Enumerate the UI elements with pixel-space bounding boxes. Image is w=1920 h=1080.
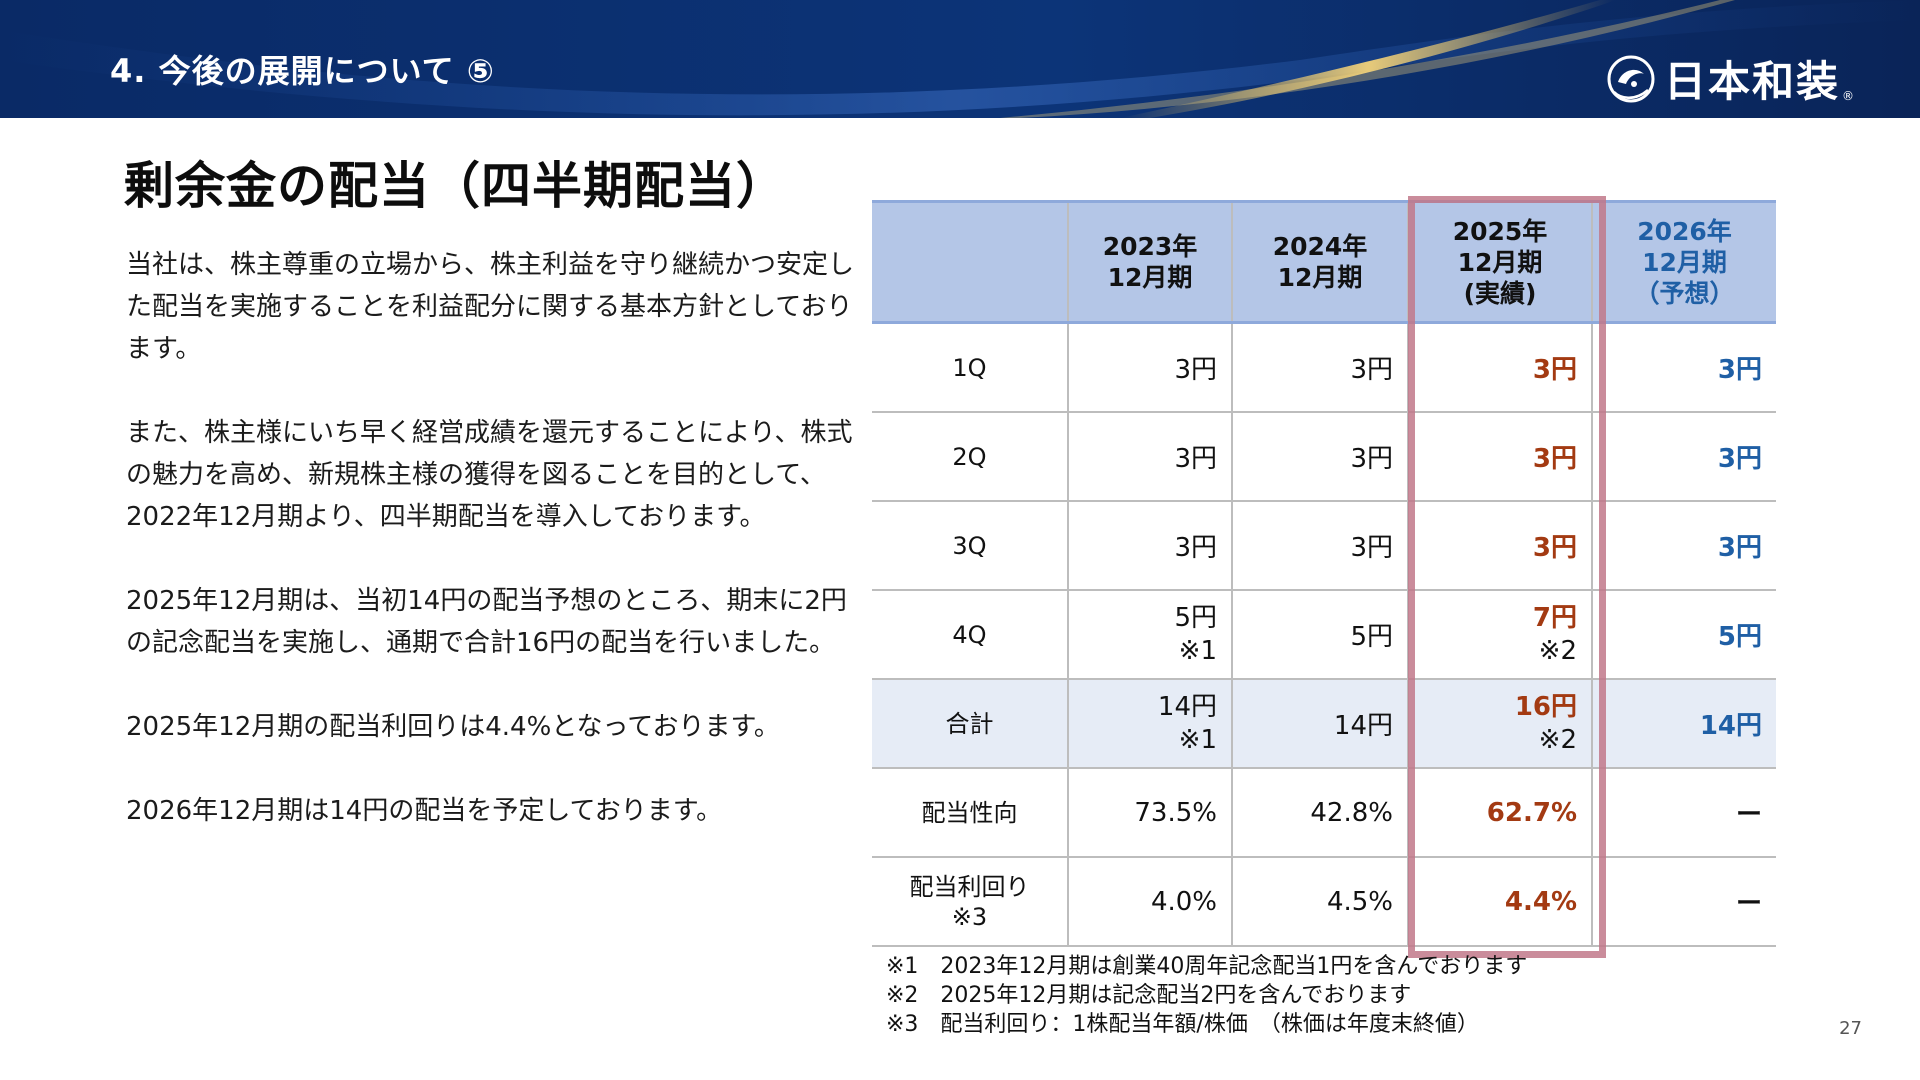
row-label-note: ※3 xyxy=(951,902,988,931)
header-line: 2026年 xyxy=(1637,216,1732,246)
row-label: 1Q xyxy=(872,322,1068,413)
cell-2024: 3円 xyxy=(1231,501,1408,591)
cell-note: ※1 xyxy=(1178,635,1217,666)
table-row-total: 合計 14円 ※1 14円 16円 ※2 14円 xyxy=(872,679,1776,769)
header-swoosh-graphic xyxy=(0,0,1920,118)
header-2024: 2024年 12月期 xyxy=(1231,200,1408,324)
header-band: 4. 今後の展開について ⑤ 日本和装 ® xyxy=(0,0,1920,118)
cell-2023: 73.5% xyxy=(1067,768,1232,858)
paragraph-2026-plan: 2026年12月期は14円の配当を予定しております。 xyxy=(126,796,723,826)
cell-2026: 3円 xyxy=(1591,501,1776,591)
cell-2025: 3円 xyxy=(1407,322,1592,413)
table-row-payout-ratio: 配当性向 73.5% 42.8% 62.7% ー xyxy=(872,768,1776,858)
cell-2025: 3円 xyxy=(1407,412,1592,502)
header-line: (実績) xyxy=(1463,278,1537,308)
header-line: 12月期 xyxy=(1457,247,1543,277)
logo-text: 日本和装 xyxy=(1663,57,1840,106)
cell-value: 7円 xyxy=(1532,602,1577,633)
header-title: 4. 今後の展開について ⑤ xyxy=(110,52,495,90)
cell-value: 16円 xyxy=(1514,691,1577,722)
header-line: 12月期 xyxy=(1107,263,1193,292)
table-row-dividend-yield: 配当利回り ※3 4.0% 4.5% 4.4% ー xyxy=(872,857,1776,947)
footnotes: ※1 2023年12月期は創業40周年記念配当1円を含んでおります ※2 202… xyxy=(886,952,1527,1039)
policy-description: 当社は、株主尊重の立場から、株主利益を守り継続かつ安定した配当を実施することを利… xyxy=(126,244,856,874)
cell-2023: 14円 ※1 xyxy=(1067,679,1232,769)
cell-note: ※2 xyxy=(1538,724,1577,755)
table-header-row: 2023年 12月期 2024年 12月期 2025年 12月期 (実績) 20… xyxy=(872,200,1776,324)
header-line: （予想） xyxy=(1634,278,1735,308)
cell-2023: 3円 xyxy=(1067,412,1232,502)
header-2026-forecast: 2026年 12月期 （予想） xyxy=(1591,200,1776,324)
table-row-2q: 2Q 3円 3円 3円 3円 xyxy=(872,412,1776,502)
cell-2024: 14円 xyxy=(1231,679,1408,769)
row-label: 配当利回り ※3 xyxy=(872,857,1068,947)
cell-2024: 4.5% xyxy=(1231,857,1408,947)
row-label: 3Q xyxy=(872,501,1068,591)
paragraph-quarterly: また、株主様にいち早く経営成績を還元することにより、株式の魅力を高め、新規株主様… xyxy=(126,418,853,532)
cell-2023: 4.0% xyxy=(1067,857,1232,947)
cell-2024: 5円 xyxy=(1231,590,1408,680)
paragraph-yield: 2025年12月期の配当利回りは4.4%となっております。 xyxy=(126,712,780,742)
row-label: 配当性向 xyxy=(872,768,1068,858)
cell-2025: 4.4% xyxy=(1407,857,1592,947)
page-number: 27 xyxy=(1839,1018,1862,1039)
header-line: 12月期 xyxy=(1277,263,1363,292)
cell-2024: 3円 xyxy=(1231,412,1408,502)
page-title: 剰余金の配当（四半期配当） xyxy=(124,157,787,215)
paragraph-2025-dividend: 2025年12月期は、当初14円の配当予想のところ、期末に2円の記念配当を実施し… xyxy=(126,586,847,658)
logo-face-icon xyxy=(1607,55,1655,102)
cell-2024: 42.8% xyxy=(1231,768,1408,858)
cell-note: ※1 xyxy=(1178,724,1217,755)
cell-value: 5円 xyxy=(1174,602,1217,633)
dividend-table-container: 2023年 12月期 2024年 12月期 2025年 12月期 (実績) 20… xyxy=(872,200,1776,947)
header-line: 2025年 xyxy=(1452,216,1548,246)
cell-2026: ー xyxy=(1591,857,1776,947)
cell-2023: 5円 ※1 xyxy=(1067,590,1232,680)
header-blank-cell xyxy=(872,200,1068,324)
cell-value: 14円 xyxy=(1157,691,1217,722)
cell-2024: 3円 xyxy=(1231,322,1408,413)
footnote-1: ※1 2023年12月期は創業40周年記念配当1円を含んでおります xyxy=(886,954,1528,979)
row-label: 合計 xyxy=(872,679,1068,769)
cell-2023: 3円 xyxy=(1067,322,1232,413)
cell-2025: 3円 xyxy=(1407,501,1592,591)
row-label: 4Q xyxy=(872,590,1068,680)
table-row-1q: 1Q 3円 3円 3円 3円 xyxy=(872,322,1776,413)
paragraph-policy: 当社は、株主尊重の立場から、株主利益を守り継続かつ安定した配当を実施することを利… xyxy=(126,250,855,364)
header-line: 2023年 xyxy=(1102,232,1198,261)
row-label-line: 配当利回り xyxy=(909,872,1030,901)
table-row-4q: 4Q 5円 ※1 5円 7円 ※2 5円 xyxy=(872,590,1776,680)
header-2023: 2023年 12月期 xyxy=(1067,200,1232,324)
cell-2026: 5円 xyxy=(1591,590,1776,680)
cell-2026: 3円 xyxy=(1591,412,1776,502)
cell-2026: 14円 xyxy=(1591,679,1776,769)
header-2025-actual: 2025年 12月期 (実績) xyxy=(1407,200,1592,324)
cell-2026: 3円 xyxy=(1591,322,1776,413)
cell-2025: 7円 ※2 xyxy=(1407,590,1592,680)
footnote-3: ※3 配当利回り：1株配当年額/株価 （株価は年度末終値） xyxy=(886,1012,1479,1037)
row-label: 2Q xyxy=(872,412,1068,502)
cell-2026: ー xyxy=(1591,768,1776,858)
header-line: 12月期 xyxy=(1642,247,1727,277)
cell-2025: 16円 ※2 xyxy=(1407,679,1592,769)
dividend-table: 2023年 12月期 2024年 12月期 2025年 12月期 (実績) 20… xyxy=(872,200,1776,947)
footnote-2: ※2 2025年12月期は記念配当2円を含んでおります xyxy=(886,983,1412,1008)
cell-2023: 3円 xyxy=(1067,501,1232,591)
header-line: 2024年 xyxy=(1272,232,1368,261)
registered-mark: ® xyxy=(1842,89,1854,103)
table-row-3q: 3Q 3円 3円 3円 3円 xyxy=(872,501,1776,591)
company-logo: 日本和装 ® xyxy=(1604,48,1854,109)
cell-2025: 62.7% xyxy=(1407,768,1592,858)
cell-note: ※2 xyxy=(1538,635,1577,666)
